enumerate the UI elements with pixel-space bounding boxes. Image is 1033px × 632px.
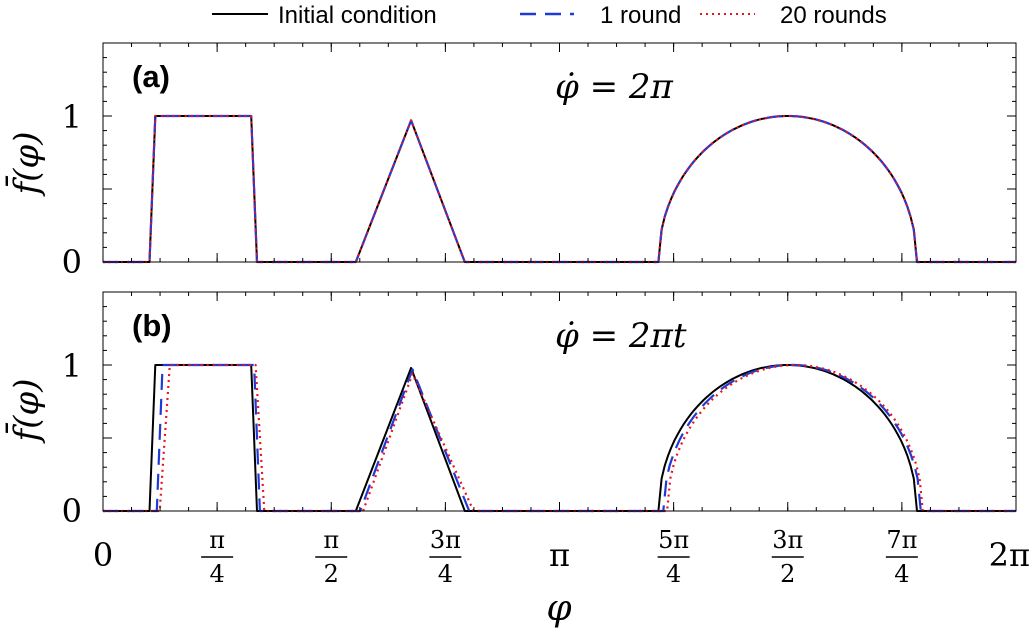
panel-a-ytick-1: 1: [62, 98, 82, 136]
panel-a-ytick-0: 0: [62, 243, 82, 281]
panel-b-curves: [103, 363, 1016, 513]
panel-b-ylabel: f̄(φ): [5, 379, 47, 445]
panel-b-series-1-round: [103, 363, 1016, 513]
x-tick-labels: 0 π 4 π 2 3π 4 π 5π 4 3π 2 7π 4 2π: [93, 526, 1030, 588]
panel-b: (b) φ̇ = 2πt 0 1 f̄(φ): [5, 291, 1017, 530]
x-tick-label-num-2: π: [323, 526, 339, 554]
panel-a-ylabel: f̄(φ): [5, 132, 47, 198]
panel-b-ytick-1: 1: [62, 347, 82, 385]
panel-a-series-initial-condition: [103, 115, 1016, 263]
panel-a-ticks: [102, 42, 1017, 263]
panel-b-annotation: φ̇ = 2πt: [555, 316, 687, 356]
panel-a: (a) φ̇ = 2π 0 1 f̄(φ): [5, 42, 1017, 281]
x-tick-label-num-5: 5π: [658, 526, 689, 554]
legend-label-1-round: 1 round: [600, 2, 681, 29]
x-tick-label-den-1: 4: [209, 560, 224, 588]
legend-label-initial: Initial condition: [278, 2, 437, 29]
x-tick-label-num-7: 7π: [886, 526, 917, 554]
x-tick-label-0: 0: [93, 536, 113, 574]
x-tick-label-den-3: 4: [438, 560, 453, 588]
panel-a-series-1-round: [103, 114, 1016, 264]
panel-a-annotation: φ̇ = 2π: [555, 67, 674, 107]
panel-a-curves: [103, 114, 1016, 264]
legend: Initial condition 1 round 20 rounds: [212, 2, 887, 29]
x-tick-label-den-7: 4: [894, 560, 909, 588]
x-tick-label-num-6: 3π: [772, 526, 803, 554]
x-tick-label-8: 2π: [989, 536, 1030, 574]
panel-b-label: (b): [132, 308, 172, 343]
panel-a-label: (a): [132, 59, 170, 94]
legend-label-20-rounds: 20 rounds: [780, 2, 887, 29]
x-tick-label-num-1: π: [209, 526, 225, 554]
x-tick-label-den-5: 4: [666, 560, 681, 588]
x-tick-label-4: π: [549, 536, 570, 574]
panel-b-ytick-0: 0: [62, 492, 82, 530]
panel-b-series-20-rounds: [103, 363, 1016, 513]
x-tick-label-den-6: 2: [780, 560, 795, 588]
x-axis-label: φ: [546, 588, 572, 629]
panel-b-series-initial-condition: [103, 364, 1016, 512]
x-tick-label-num-3: 3π: [430, 526, 461, 554]
panel-b-ticks: [102, 291, 1017, 512]
panel-a-series-20-rounds: [103, 114, 1016, 264]
x-tick-label-den-2: 2: [324, 560, 339, 588]
